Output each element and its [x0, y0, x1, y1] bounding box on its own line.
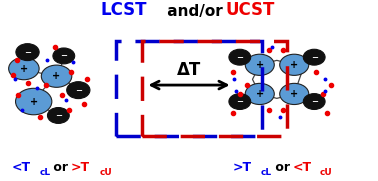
Text: −: − [24, 48, 31, 57]
Text: +: + [290, 60, 298, 70]
Ellipse shape [303, 49, 325, 65]
Text: and/or: and/or [162, 4, 228, 19]
Ellipse shape [303, 94, 325, 110]
Text: −: − [236, 53, 243, 62]
Text: +: + [29, 96, 38, 107]
Ellipse shape [280, 54, 309, 75]
Bar [116, 41, 262, 136]
Text: cL: cL [260, 168, 272, 177]
Text: <T: <T [293, 161, 311, 174]
Text: −: − [236, 97, 243, 106]
Ellipse shape [48, 108, 69, 123]
Text: +: + [53, 71, 60, 81]
Text: +: + [256, 60, 264, 70]
Ellipse shape [67, 82, 90, 99]
Text: or: or [271, 161, 294, 174]
Text: UCST: UCST [225, 1, 275, 19]
Ellipse shape [280, 83, 309, 104]
Ellipse shape [229, 49, 251, 65]
Ellipse shape [245, 83, 274, 104]
Text: −: − [60, 51, 67, 60]
Text: cU: cU [99, 168, 112, 177]
Text: −: − [55, 111, 62, 120]
Text: LCST: LCST [100, 1, 147, 19]
Text: −: − [311, 97, 318, 106]
Ellipse shape [245, 54, 274, 75]
Text: −: − [311, 53, 318, 62]
Text: cU: cU [320, 168, 332, 177]
Ellipse shape [53, 48, 75, 64]
Text: <T: <T [11, 161, 30, 174]
Text: >T: >T [71, 161, 90, 174]
Ellipse shape [16, 44, 39, 61]
Ellipse shape [41, 65, 72, 87]
Text: >T: >T [232, 161, 252, 174]
Text: cL: cL [39, 168, 51, 177]
Text: ΔT: ΔT [177, 62, 201, 79]
Bar [142, 41, 287, 136]
Text: or: or [49, 161, 73, 174]
Text: +: + [256, 89, 264, 99]
Ellipse shape [15, 88, 52, 115]
Ellipse shape [9, 58, 39, 80]
Ellipse shape [229, 94, 251, 110]
Text: −: − [75, 86, 82, 95]
Text: +: + [290, 89, 298, 99]
Text: +: + [20, 64, 28, 74]
